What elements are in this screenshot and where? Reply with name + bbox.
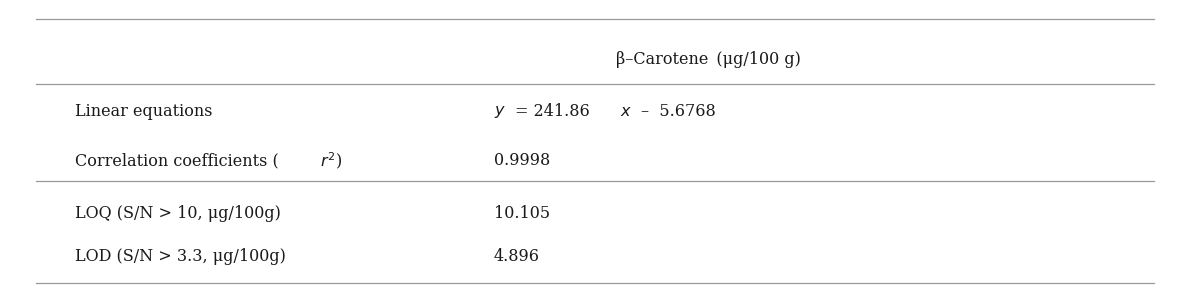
Text: 10.105: 10.105 [494,205,550,222]
Text: –  5.6768: – 5.6768 [641,103,716,120]
Text: 4.896: 4.896 [494,248,540,265]
Text: β–Carotene (μg/100 g): β–Carotene (μg/100 g) [615,51,801,68]
Text: $\mathit{x}$: $\mathit{x}$ [620,103,632,120]
Text: LOD (S/N > 3.3, μg/100g): LOD (S/N > 3.3, μg/100g) [75,248,286,265]
Text: = 241.86: = 241.86 [515,103,590,120]
Text: $\mathit{y}$: $\mathit{y}$ [494,103,506,120]
Text: LOQ (S/N > 10, μg/100g): LOQ (S/N > 10, μg/100g) [75,205,281,222]
Text: $\mathit{r}^2$): $\mathit{r}^2$) [319,151,342,171]
Text: 0.9998: 0.9998 [494,153,550,169]
Text: Linear equations: Linear equations [75,103,213,120]
Text: Correlation coefficients (: Correlation coefficients ( [75,153,278,169]
